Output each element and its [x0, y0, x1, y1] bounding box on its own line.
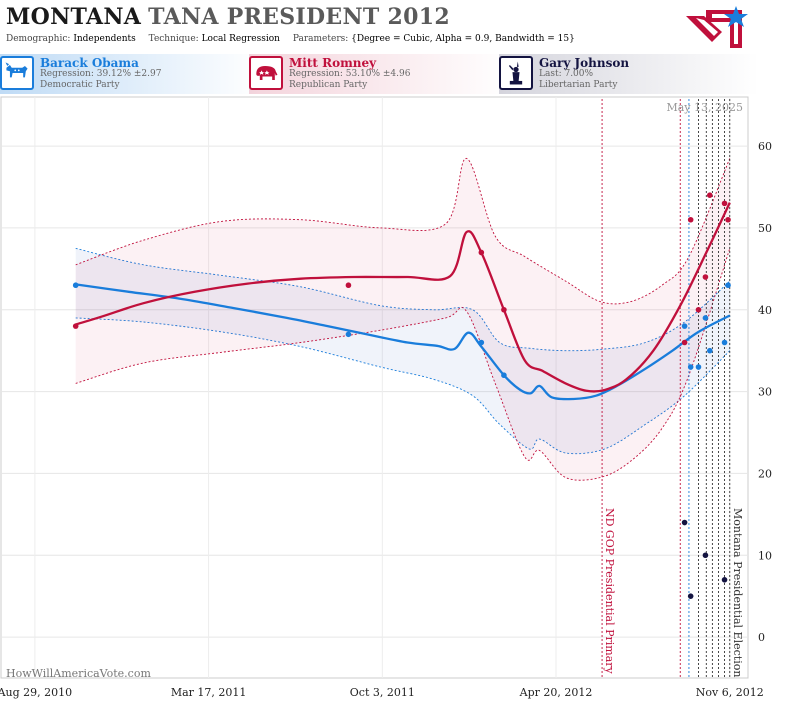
y-tick-label: 60 [758, 140, 772, 153]
elephant-icon [249, 56, 283, 90]
parameters-line: Demographic: Independents Technique: Loc… [6, 34, 585, 44]
x-tick-label: Aug 29, 2010 [0, 686, 72, 699]
band-upper-line [75, 157, 731, 305]
poll-point [725, 282, 731, 289]
plot-area [0, 96, 749, 679]
poll-point [695, 306, 702, 313]
page-title: MONTANA TANA PRESIDENT 2012 [6, 4, 450, 32]
site-logo-icon [686, 6, 748, 48]
y-tick-label: 0 [758, 631, 765, 644]
param-label: Parameters: [292, 34, 349, 44]
date-label: May 13, 2025 [666, 101, 743, 114]
candidate-name: Barack Obama [40, 56, 139, 70]
title-subtitle: TANA PRESIDENT 2012 [148, 4, 450, 30]
x-tick-label: Nov 6, 2012 [696, 686, 764, 699]
title-state: MONTANA [6, 4, 142, 30]
candidate-party: Democratic Party [40, 80, 120, 90]
poll-point [681, 339, 688, 346]
poll-point [478, 249, 485, 256]
poll-point [721, 200, 728, 207]
donkey-icon [0, 56, 34, 90]
candidate-card-romney[interactable]: Mitt Romney Regression: 53.10% ±4.96 Rep… [249, 54, 509, 94]
x-tick-label: Oct 3, 2011 [350, 686, 415, 699]
param-value: Independents [73, 34, 136, 44]
param-label: Technique: [148, 34, 199, 44]
band-lower-line [75, 317, 731, 455]
candidate-name: Mitt Romney [289, 56, 377, 70]
poll-point [702, 552, 709, 559]
candidate-card-obama[interactable]: Barack Obama Regression: 39.12% ±2.97 De… [0, 54, 260, 94]
band-upper-line [75, 247, 731, 352]
poll-point [501, 372, 507, 379]
poll-point [687, 364, 694, 370]
y-tick-label: 10 [758, 549, 772, 562]
poll-point [72, 323, 79, 329]
poll-point [478, 339, 485, 346]
poll-point [702, 274, 709, 280]
candidate-cards: Barack Obama Regression: 39.12% ±2.97 De… [0, 54, 789, 94]
poll-point [345, 282, 352, 289]
confidence-band [75, 248, 730, 454]
poll-point [706, 192, 713, 198]
candidate-card-johnson[interactable]: Gary Johnson Last: 7.00% Libertarian Par… [499, 54, 759, 94]
poll-point [706, 347, 713, 354]
trend-line [75, 202, 731, 393]
liberty-icon [499, 56, 533, 90]
param-value: Local Regression [201, 34, 280, 44]
poll-point [501, 306, 507, 313]
y-tick-label: 30 [758, 386, 772, 399]
param-value: {Degree = Cubic, Alpha = 0.9, Bandwidth … [351, 34, 575, 44]
poll-point [702, 315, 709, 321]
y-tick-label: 20 [758, 467, 772, 480]
candidate-name: Gary Johnson [539, 56, 630, 70]
poll-point [695, 364, 702, 370]
poll-chart: ND GOP Presidential Primary Montana Presi… [0, 96, 772, 699]
poll-point [72, 282, 79, 289]
candidate-stat: Last: 7.00% [539, 69, 594, 79]
poll-point [725, 216, 731, 223]
candidate-party: Libertarian Party [539, 80, 618, 90]
candidate-stat: Regression: 53.10% ±4.96 [289, 69, 411, 79]
event-label: ND GOP Presidential Primary [603, 508, 616, 675]
poll-point [681, 323, 688, 329]
y-tick-label: 40 [758, 304, 772, 317]
poll-point [345, 331, 352, 338]
y-tick-label: 50 [758, 222, 772, 235]
poll-point [681, 519, 688, 526]
poll-point [687, 216, 694, 223]
watermark: HowWillAmericaVote.com [6, 667, 151, 680]
poll-point [721, 339, 728, 346]
x-tick-label: Mar 17, 2011 [171, 686, 247, 699]
candidate-party: Republican Party [289, 80, 368, 90]
event-label: Montana Presidential Election [731, 508, 744, 677]
param-label: Demographic: [6, 34, 71, 44]
poll-point [721, 577, 728, 583]
x-tick-label: Apr 20, 2012 [519, 686, 593, 699]
candidate-stat: Regression: 39.12% ±2.97 [40, 69, 162, 79]
poll-point [687, 593, 694, 599]
